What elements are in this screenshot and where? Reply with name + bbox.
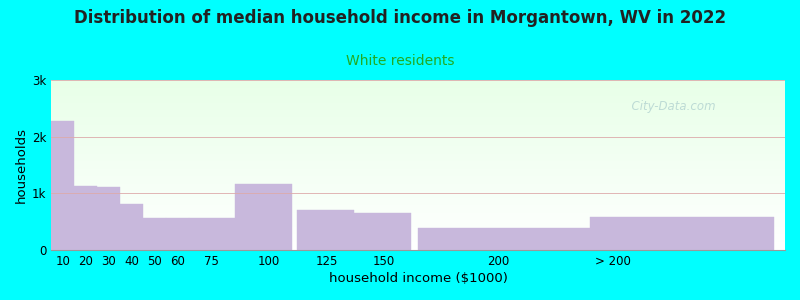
Bar [590,217,774,250]
Text: White residents: White residents [346,54,454,68]
Bar [143,218,166,250]
Bar [235,184,292,250]
Bar [418,228,590,250]
Bar [51,121,74,250]
Text: City-Data.com: City-Data.com [624,100,715,113]
Bar [297,210,354,250]
Y-axis label: households: households [15,127,28,203]
Bar [354,213,411,250]
Bar [166,218,189,250]
Bar [189,218,235,250]
X-axis label: household income ($1000): household income ($1000) [329,272,508,285]
Text: Distribution of median household income in Morgantown, WV in 2022: Distribution of median household income … [74,9,726,27]
Bar [98,187,120,250]
Bar [120,203,143,250]
Bar [74,186,98,250]
